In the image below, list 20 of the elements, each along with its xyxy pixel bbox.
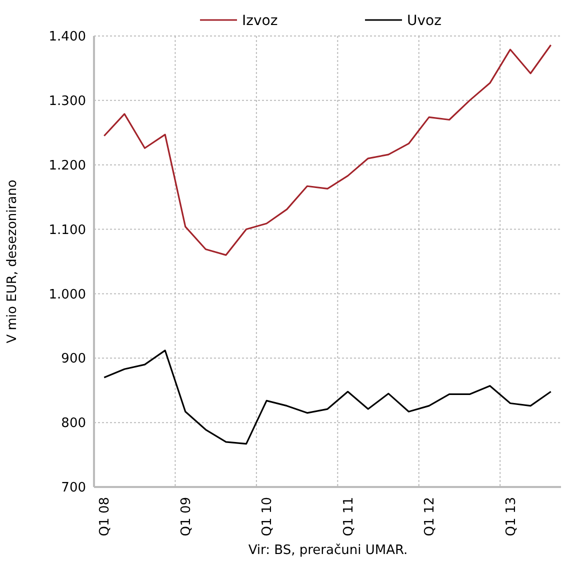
y-tick-label: 1.200 [48,158,86,174]
legend-label: Izvoz [242,12,278,29]
y-axis-title: V mio EUR, desezonirano [5,180,20,344]
y-tick-label: 900 [61,352,86,367]
x-tick-label: Q1 12 [422,497,438,536]
y-tick-label: 1.300 [48,94,86,109]
x-tick-label: Q1 10 [260,497,276,536]
line-series [103,350,552,445]
x-tick-label: Q1 13 [504,497,519,536]
y-tick-label: 1.000 [48,287,86,302]
x-tick-label: Q1 11 [341,497,356,536]
text: Vir: BS, preračuni UMAR. [248,543,408,558]
legend-label: Uvoz [407,12,442,29]
y-tick-label: 800 [61,416,86,432]
x-tick-label: Q1 08 [98,497,113,536]
x-tick-label: Q1 09 [178,497,194,536]
line-series [103,44,552,256]
y-tick-label: 700 [61,480,86,496]
y-tick-label: 1.400 [48,30,86,45]
y-tick-label: 1.100 [48,222,86,238]
